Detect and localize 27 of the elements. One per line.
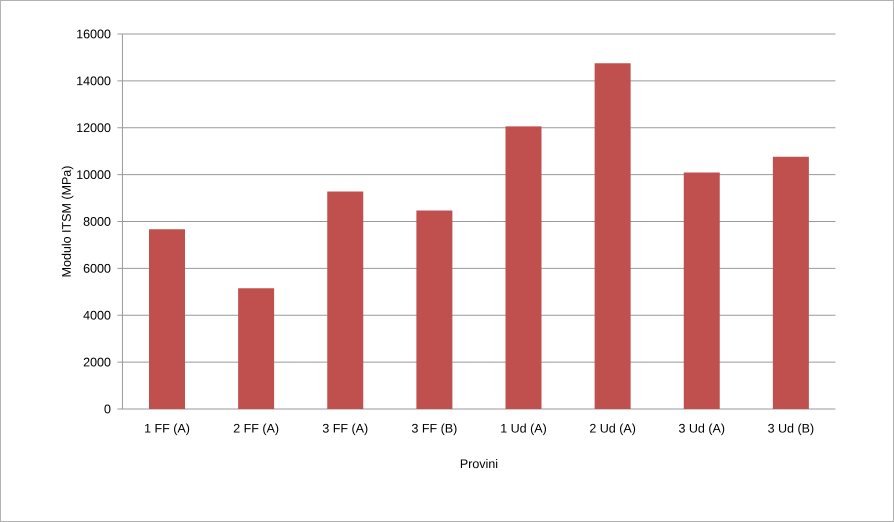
y-tick-label: 14000	[77, 76, 110, 86]
x-tick-label: 2 FF (A)	[234, 424, 278, 436]
y-tick-label: 0	[104, 404, 110, 414]
x-axis-title: Provini	[460, 458, 498, 468]
bar	[506, 126, 542, 409]
y-tick-label: 2000	[84, 358, 110, 367]
bar	[327, 191, 364, 409]
y-tick-label: 10000	[77, 170, 110, 180]
x-tick-label: 1 FF (A)	[145, 424, 190, 436]
y-axis-title: Modulo ITSM (MPa)	[62, 166, 74, 276]
x-tick-label: 2 Ud (A)	[590, 424, 636, 436]
y-tick-label: 12000	[77, 123, 110, 132]
bar	[772, 156, 809, 409]
bar	[684, 172, 720, 409]
y-tick-label: 4000	[83, 310, 110, 320]
bar	[594, 63, 631, 409]
bar	[416, 210, 452, 409]
x-tick-label: 1 Ud (A)	[501, 424, 546, 436]
y-tick-label: 8000	[84, 217, 110, 226]
x-tick-label: 3 Ud (A)	[678, 424, 724, 436]
y-tick-label: 16000	[77, 30, 110, 38]
x-tick-label: 3 FF (A)	[322, 424, 368, 436]
x-tick-label: 3 Ud (B)	[768, 424, 814, 436]
y-tick-label: 6000	[84, 264, 110, 273]
bar	[238, 288, 274, 409]
x-tick-label: 3 FF (B)	[412, 424, 457, 436]
bar	[149, 229, 186, 409]
